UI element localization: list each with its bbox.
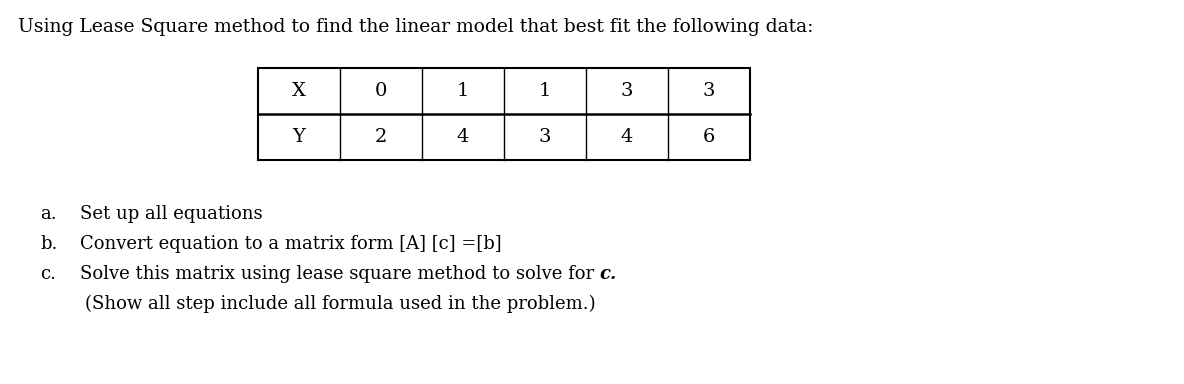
Text: 0: 0 — [375, 82, 387, 100]
Text: c.: c. — [600, 265, 617, 283]
Text: 4: 4 — [457, 128, 469, 146]
Text: Convert equation to a matrix form [A] [c] =[b]: Convert equation to a matrix form [A] [c… — [81, 235, 502, 253]
Text: (Show all step include all formula used in the problem.): (Show all step include all formula used … — [85, 295, 596, 313]
Text: a.: a. — [40, 205, 57, 223]
Text: 2: 2 — [375, 128, 387, 146]
Text: 1: 1 — [457, 82, 469, 100]
Text: b.: b. — [40, 235, 57, 253]
Text: c.: c. — [40, 265, 56, 283]
Text: 1: 1 — [539, 82, 552, 100]
Text: 6: 6 — [703, 128, 715, 146]
Text: Y: Y — [292, 128, 305, 146]
Text: 3: 3 — [620, 82, 633, 100]
Text: 3: 3 — [703, 82, 715, 100]
Text: Solve this matrix using lease square method to solve for: Solve this matrix using lease square met… — [81, 265, 600, 283]
Text: Set up all equations: Set up all equations — [81, 205, 263, 223]
Text: 3: 3 — [539, 128, 552, 146]
Text: 4: 4 — [620, 128, 633, 146]
Text: Using Lease Square method to find the linear model that best fit the following d: Using Lease Square method to find the li… — [18, 18, 813, 36]
Bar — [258, 68, 749, 160]
Text: X: X — [292, 82, 305, 100]
